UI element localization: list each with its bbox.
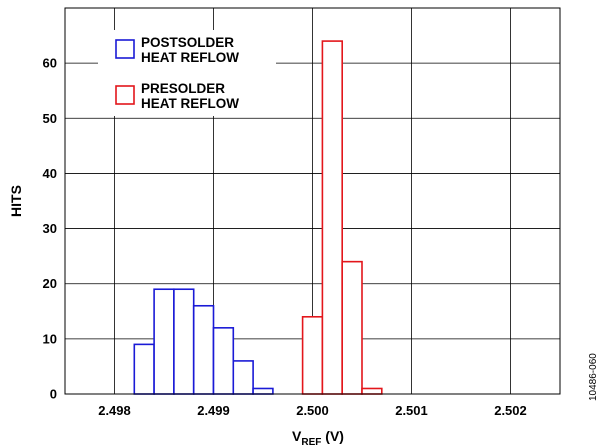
plot-frame — [64, 7, 561, 395]
postsolder-bar — [173, 288, 195, 395]
postsolder-bar — [133, 343, 155, 395]
x-tick-label: 2.498 — [98, 403, 131, 418]
y-tick-label: 10 — [43, 331, 57, 346]
presolder-bar — [341, 260, 363, 395]
x-axis-title-main: V — [292, 428, 302, 444]
y-tick-label: 20 — [43, 276, 57, 291]
legend-label-presolder-line2: HEAT REFLOW — [141, 96, 239, 111]
x-tick-label: 2.502 — [494, 403, 527, 418]
postsolder-bar — [232, 360, 254, 395]
y-tick-label: 0 — [50, 387, 57, 402]
y-tick-labels: 0 10 20 30 40 50 60 — [43, 56, 57, 402]
figure-id: 10486-060 — [588, 353, 599, 401]
legend: POSTSOLDER HEAT REFLOW PRESOLDER HEAT RE… — [115, 35, 239, 111]
legend-swatch-presolder — [115, 85, 135, 105]
x-tick-label: 2.501 — [395, 403, 428, 418]
x-axis-title: VREF (V) — [292, 428, 344, 448]
postsolder-bar — [252, 387, 274, 395]
x-axis-title-unit: (V) — [321, 428, 344, 444]
presolder-bar — [321, 40, 343, 395]
x-tick-label: 2.500 — [296, 403, 329, 418]
legend-label-postsolder-line1: POSTSOLDER — [141, 35, 234, 50]
y-tick-label: 40 — [43, 166, 57, 181]
postsolder-bar — [192, 304, 215, 395]
y-tick-label: 30 — [43, 221, 57, 236]
x-axis-title-subscript: REF — [301, 437, 321, 448]
legend-label-presolder-line1: PRESOLDER — [141, 81, 225, 96]
presolder-bar — [361, 387, 383, 395]
y-axis-title: HITS — [8, 185, 24, 217]
legend-swatch-postsolder — [115, 39, 135, 59]
x-tick-label: 2.499 — [197, 403, 230, 418]
y-tick-label: 60 — [43, 56, 57, 71]
y-tick-label: 50 — [43, 111, 57, 126]
x-tick-labels: 2.498 2.499 2.500 2.501 2.502 — [98, 403, 527, 418]
legend-label-postsolder-line2: HEAT REFLOW — [141, 50, 239, 65]
postsolder-bar — [212, 327, 235, 395]
presolder-bar — [301, 315, 324, 395]
postsolder-bar — [153, 288, 175, 395]
